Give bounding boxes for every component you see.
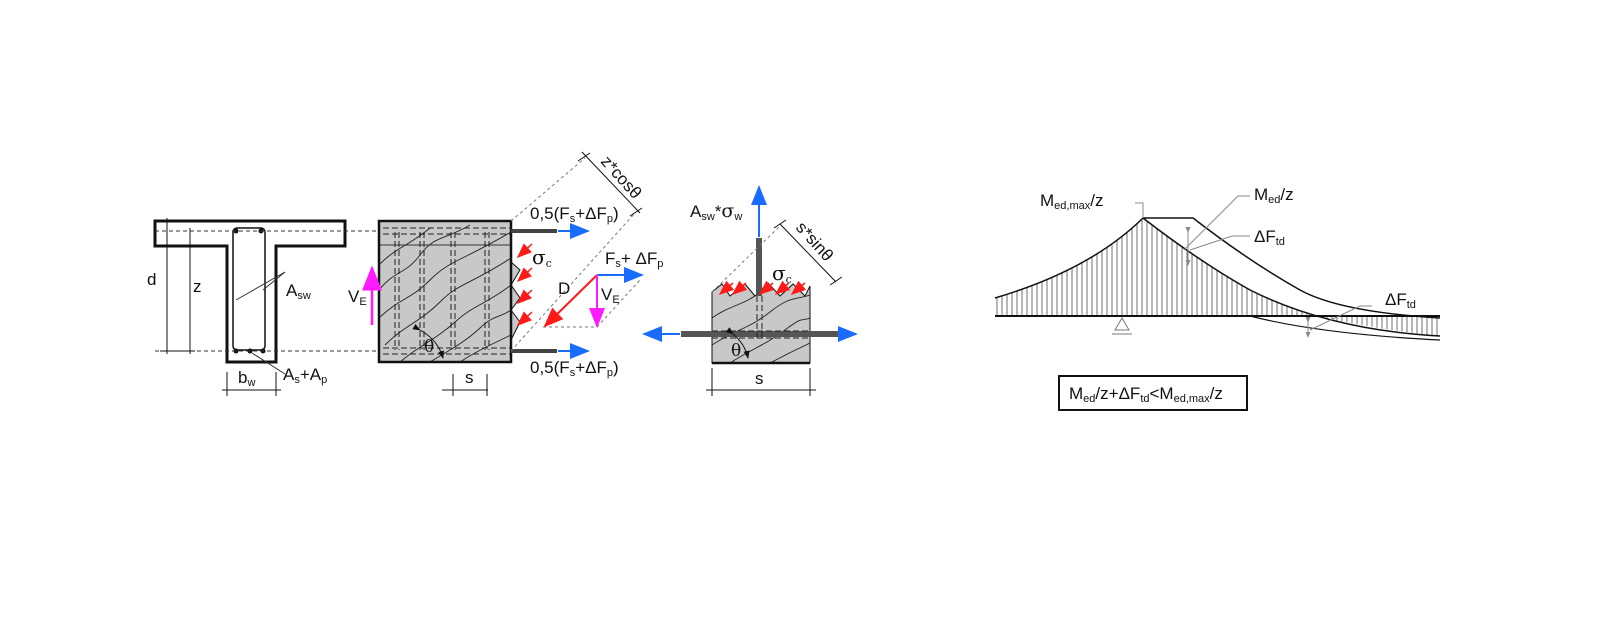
stirrup-detail: Asw*σw σc s*sinθ θ s bbox=[642, 185, 858, 396]
hatched-area bbox=[995, 218, 1315, 316]
support-icon bbox=[1114, 317, 1130, 331]
sigma-c-label: σc bbox=[532, 245, 552, 270]
bw-label: bw bbox=[238, 368, 255, 389]
shifted-curve bbox=[1143, 217, 1441, 319]
ve-label: VE bbox=[348, 287, 367, 308]
med-z-curve bbox=[994, 217, 1441, 337]
sigma-c-detail-label: σc bbox=[772, 261, 792, 286]
truss-model: 0,5(Fs+ΔFp) 0,5(Fs+ΔFp) VE σc θ s z*cosθ… bbox=[348, 151, 663, 396]
shifted-negative-curve bbox=[1249, 315, 1441, 341]
s-detail-label: s bbox=[755, 369, 764, 388]
compression-arrows bbox=[516, 243, 533, 327]
theta-detail-label: θ bbox=[731, 341, 741, 361]
s-sin-label: s*sinθ bbox=[792, 218, 837, 265]
bottom-force-label: 0,5(Fs+ΔFp) bbox=[530, 358, 619, 379]
theta-label: θ bbox=[424, 337, 434, 357]
asw-sigma-label: Asw*σw bbox=[690, 200, 742, 223]
d-label: D bbox=[558, 279, 570, 298]
t-section: d z Asw As+Ap bw bbox=[147, 218, 379, 396]
z-cos-label: z*cosθ bbox=[597, 152, 645, 203]
delta-ftd-label-1: ΔFtd bbox=[1254, 227, 1285, 248]
condition-box bbox=[1058, 375, 1248, 411]
z-label: z bbox=[193, 277, 202, 296]
as-ap-label: As+Ap bbox=[283, 365, 327, 386]
shift-diagram: Med,max/z Med/z ΔFtd ΔFtd Med/z+ΔFtd<Med… bbox=[994, 185, 1441, 411]
delta-ftd-label-2: ΔFtd bbox=[1385, 290, 1416, 311]
asw-label: Asw bbox=[286, 281, 311, 302]
d-force-arrow bbox=[543, 274, 598, 328]
d-label: d bbox=[147, 270, 156, 289]
med-label: Med/z bbox=[1254, 185, 1294, 206]
z-cos-dimension bbox=[581, 151, 641, 214]
ve-polygon-label: VE bbox=[601, 285, 620, 306]
top-force-label: 0,5(Fs+ΔFp) bbox=[530, 204, 619, 225]
s-sin-dimension bbox=[779, 223, 837, 283]
condition-label: Med/z+ΔFtd<Med,max/z bbox=[1069, 384, 1223, 405]
med-max-label: Med,max/z bbox=[1040, 191, 1103, 212]
fs-label: Fs+ ΔFp bbox=[605, 249, 663, 270]
s-label: s bbox=[465, 368, 474, 387]
